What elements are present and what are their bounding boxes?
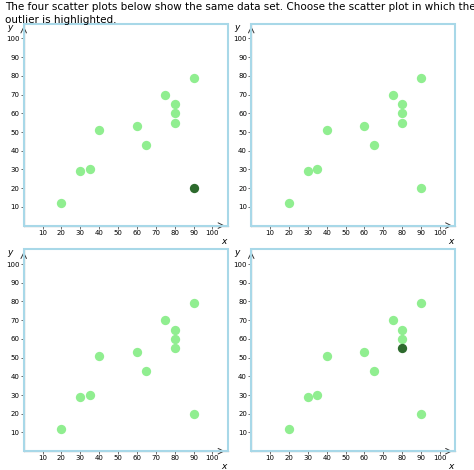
Text: x: x xyxy=(221,237,227,246)
Point xyxy=(58,425,65,432)
Point xyxy=(58,199,65,207)
Point xyxy=(417,74,425,81)
Point xyxy=(399,326,406,333)
Point xyxy=(399,335,406,343)
Point xyxy=(190,184,197,192)
Point xyxy=(361,348,368,356)
Text: The four scatter plots below show the same data set. Choose the scatter plot in : The four scatter plots below show the sa… xyxy=(5,2,474,12)
Point xyxy=(313,166,321,173)
Point xyxy=(76,168,84,175)
Text: x: x xyxy=(221,462,227,470)
Point xyxy=(285,199,293,207)
Point xyxy=(171,119,179,126)
Point xyxy=(304,168,311,175)
Point xyxy=(399,345,406,352)
Text: y: y xyxy=(235,248,240,258)
Text: y: y xyxy=(235,23,240,32)
Text: x: x xyxy=(448,237,454,246)
Text: x: x xyxy=(448,462,454,470)
Text: y: y xyxy=(7,248,12,258)
Point xyxy=(143,367,150,375)
Point xyxy=(417,299,425,307)
Point xyxy=(370,141,378,149)
Point xyxy=(76,393,84,401)
Point xyxy=(389,316,397,324)
Point xyxy=(323,352,330,360)
Point xyxy=(143,141,150,149)
Text: outlier is highlighted.: outlier is highlighted. xyxy=(5,15,116,25)
Point xyxy=(133,348,141,356)
Text: y: y xyxy=(7,23,12,32)
Point xyxy=(361,123,368,130)
Point xyxy=(313,392,321,399)
Point xyxy=(399,100,406,108)
Bar xyxy=(251,24,455,226)
Point xyxy=(86,392,93,399)
Point xyxy=(95,126,103,134)
Point xyxy=(370,367,378,375)
Point xyxy=(171,110,179,117)
Point xyxy=(162,91,169,98)
Point xyxy=(95,352,103,360)
Bar xyxy=(251,249,455,451)
Point xyxy=(304,393,311,401)
Point xyxy=(171,100,179,108)
Point xyxy=(171,345,179,352)
Point xyxy=(190,299,197,307)
Point xyxy=(399,110,406,117)
Point xyxy=(171,335,179,343)
Point xyxy=(417,410,425,417)
Point xyxy=(323,126,330,134)
Point xyxy=(190,410,197,417)
Point xyxy=(86,166,93,173)
Bar xyxy=(24,249,228,451)
Point xyxy=(171,326,179,333)
Point xyxy=(389,91,397,98)
Point xyxy=(162,316,169,324)
Bar xyxy=(24,24,228,226)
Point xyxy=(399,119,406,126)
Point xyxy=(285,425,293,432)
Point xyxy=(133,123,141,130)
Point xyxy=(190,74,197,81)
Point xyxy=(417,184,425,192)
